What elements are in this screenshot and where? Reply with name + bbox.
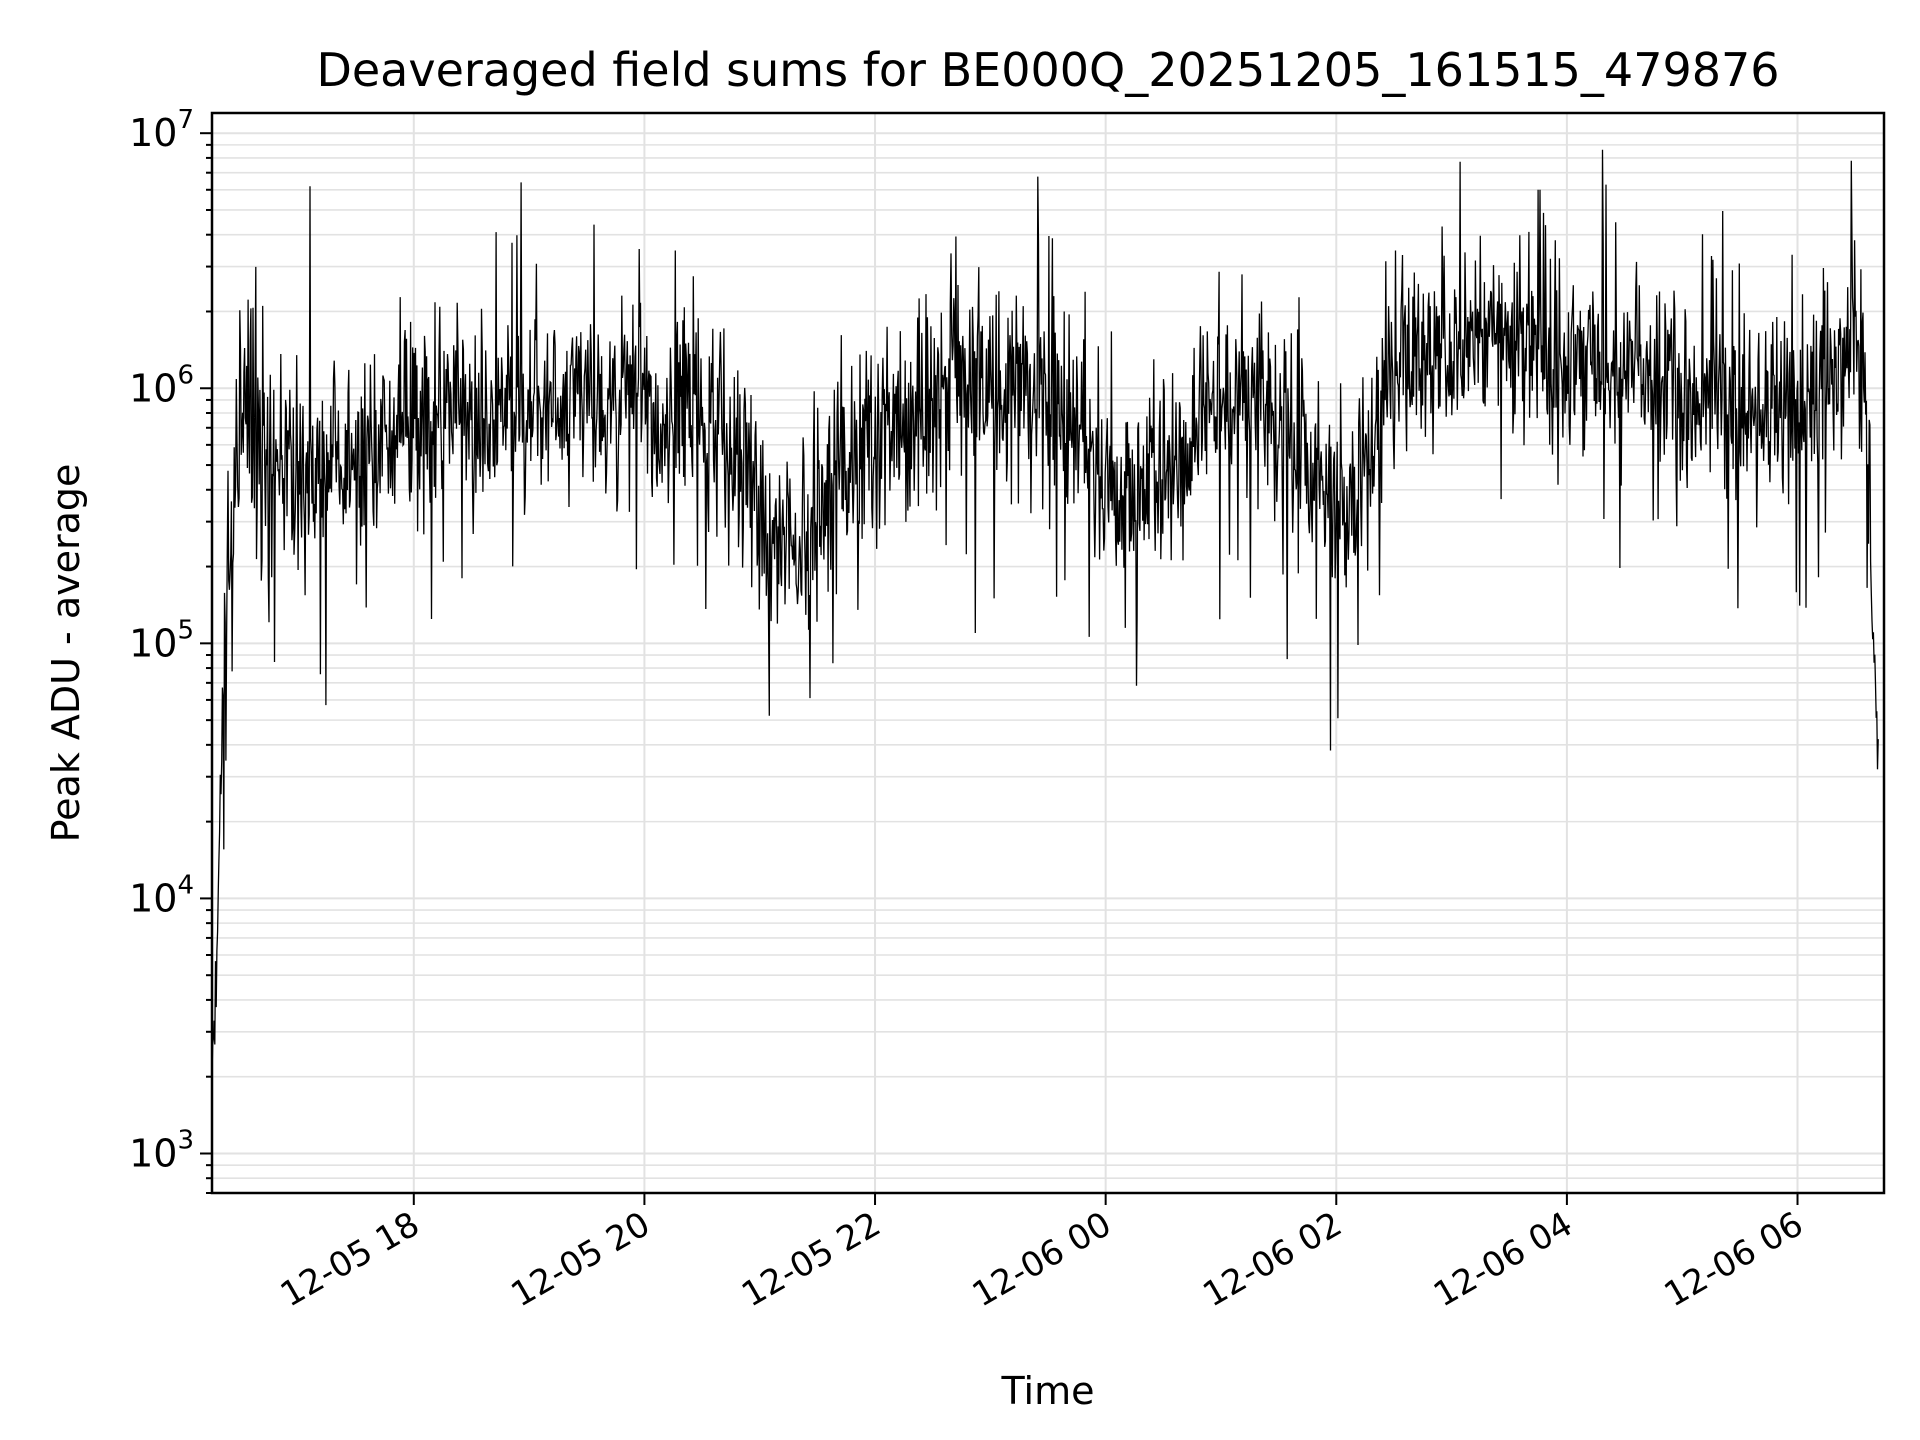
data-area — [211, 149, 1879, 1076]
y-tick-label: 106 — [129, 360, 194, 410]
series-line — [211, 149, 1879, 1076]
y-tick-label: 104 — [129, 870, 194, 920]
axes-frame — [210, 111, 1886, 1195]
y-tick-label: 103 — [129, 1125, 194, 1175]
y-axis-label: Peak ADU - average — [44, 464, 88, 843]
chart-title: Deaveraged field sums for BE000Q_2025120… — [316, 43, 1779, 97]
y-tick-label: 107 — [129, 105, 194, 155]
x-axis-label: Time — [1001, 1369, 1095, 1413]
y-tick-label: 105 — [129, 615, 194, 665]
